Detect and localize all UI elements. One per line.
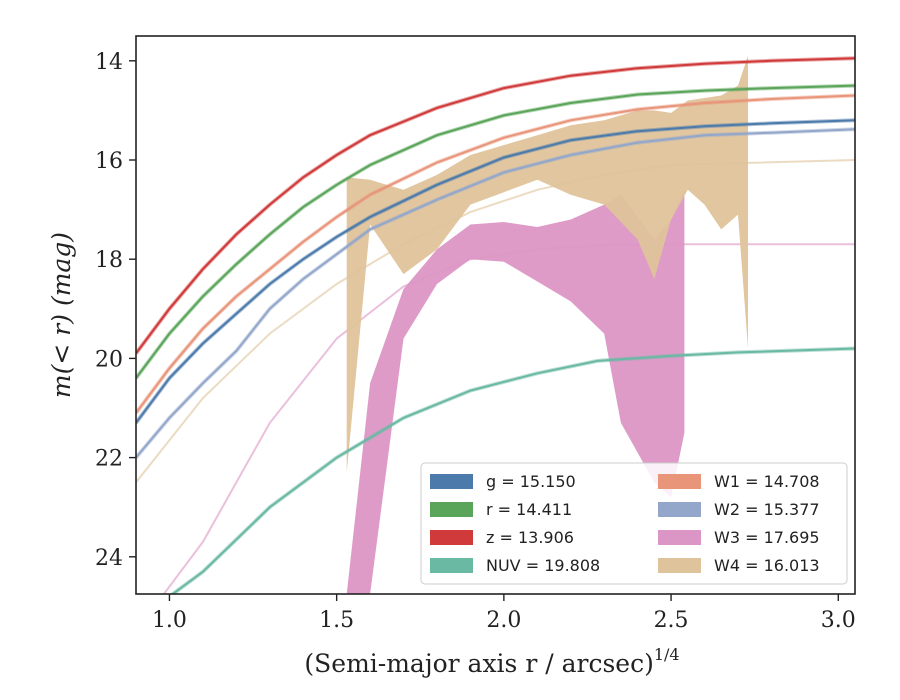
curve-w3 (162, 243, 855, 594)
x-axis-title-power: 1/4 (654, 645, 680, 664)
plot-frame (135, 35, 856, 595)
legend-swatch-z (430, 530, 473, 545)
x-tick-label: 2.0 (486, 608, 521, 633)
x-axis-title: (Semi-major axis r / arcsec)1/4 (304, 645, 679, 678)
y-axis: 14 16 18 20 22 24 (95, 50, 136, 571)
x-tick-label: 1.0 (152, 608, 187, 633)
y-tick-label: 20 (95, 347, 123, 372)
y-tick-label: 14 (95, 50, 123, 75)
x-tick-label: 3.0 (821, 608, 856, 633)
legend-swatch-w2 (658, 502, 701, 517)
legend-swatch-w3 (658, 530, 701, 545)
y-tick-label: 22 (95, 447, 123, 472)
x-tick-label: 1.5 (319, 608, 354, 633)
legend-label-r: r = 14.411 (486, 500, 572, 519)
legend-swatch-nuv (430, 558, 473, 573)
curve-z (136, 57, 855, 354)
legend-label-w2: W2 = 15.377 (714, 500, 820, 519)
x-axis: 1.0 1.5 2.0 2.5 3.0 (152, 594, 856, 633)
curve-nuv (171, 347, 855, 594)
curve-w1 (136, 94, 855, 414)
curve-w2 (136, 128, 855, 459)
legend-label-w4: W4 = 16.013 (714, 556, 820, 575)
y-tick-label: 18 (95, 248, 123, 273)
series-layer (136, 55, 855, 594)
legend-label-nuv: NUV = 19.808 (486, 556, 600, 575)
curve-r (136, 84, 855, 379)
legend-swatch-w4 (658, 558, 701, 573)
y-tick-label: 16 (95, 149, 123, 174)
band-w4 (346, 55, 748, 473)
legend: g = 15.150 r = 14.411 z = 13.906 NUV = 19.8… (420, 462, 848, 585)
legend-box (420, 462, 848, 585)
legend-label-w1: W1 = 14.708 (714, 472, 820, 491)
y-axis-title: m(< r) (mag) (47, 232, 76, 398)
legend-label-z: z = 13.906 (486, 528, 574, 547)
legend-label-g: g = 15.150 (486, 472, 576, 491)
curve-w4 (136, 159, 855, 484)
legend-swatch-w1 (658, 474, 701, 489)
legend-swatch-r (430, 502, 473, 517)
x-axis-title-main: (Semi-major axis r / arcsec) (304, 649, 653, 678)
y-tick-label: 24 (95, 546, 123, 571)
x-tick-label: 2.5 (654, 608, 689, 633)
band-w3 (346, 189, 685, 594)
legend-label-w3: W3 = 17.695 (714, 528, 820, 547)
legend-swatch-g (430, 474, 473, 489)
curve-g (136, 119, 855, 424)
